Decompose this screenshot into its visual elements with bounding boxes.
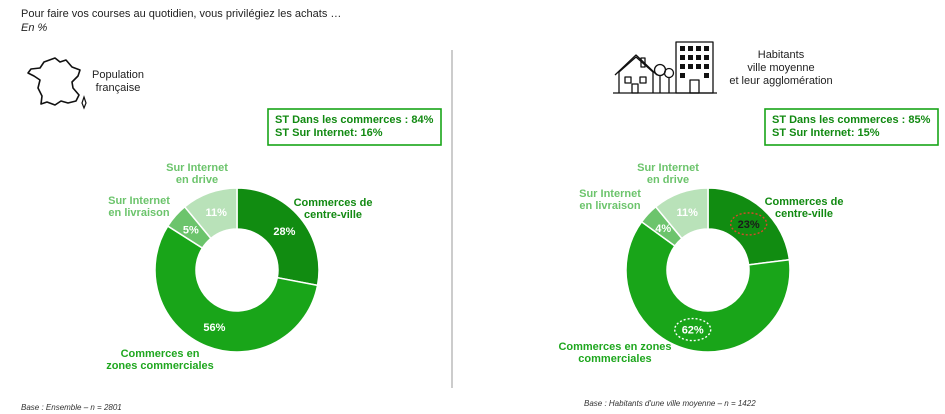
summary-box — [267, 108, 442, 146]
slice-label-internet-drive: en drive — [647, 174, 689, 186]
panel-label: ville moyenne — [747, 62, 814, 74]
unit-label: En % — [21, 22, 48, 34]
slice-value-centre-ville: 23% — [738, 219, 760, 231]
summary-box — [764, 108, 939, 146]
city-buildings-icon — [613, 41, 717, 94]
slice-internet-drive — [183, 187, 238, 240]
slice-label-centre-ville: centre-ville — [304, 209, 362, 221]
slice-label-internet-livraison: en livraison — [108, 207, 169, 219]
panel-label: Habitants — [758, 49, 805, 61]
base-note: Base : Habitants d'une ville moyenne – n… — [584, 399, 756, 408]
slice-label-internet-drive: Sur Internet — [637, 162, 699, 174]
summary-line: ST Sur Internet: 16% — [275, 127, 383, 139]
slice-value-internet-drive: 11% — [205, 207, 227, 219]
slice-value-zones-commerciales: 56% — [203, 322, 225, 334]
panel-label: et leur agglomération — [729, 75, 832, 87]
slice-label-centre-ville: centre-ville — [775, 208, 833, 220]
slice-zones-commerciales — [625, 220, 791, 353]
slice-label-internet-livraison: Sur Internet — [579, 188, 641, 200]
france-map-icon — [27, 57, 87, 110]
base-note: Base : Ensemble – n = 2801 — [21, 403, 122, 412]
summary-line: ST Dans les commerces : 84% — [275, 114, 434, 126]
slice-label-centre-ville: Commerces de — [294, 197, 373, 209]
slice-label-centre-ville: Commerces de — [765, 196, 844, 208]
slice-value-centre-ville: 28% — [273, 226, 295, 238]
slice-value-zones-commerciales: 62% — [682, 325, 704, 337]
slice-label-internet-drive: Sur Internet — [166, 162, 228, 174]
slice-value-internet-livraison: 4% — [655, 223, 671, 235]
slice-label-zones-commerciales: Commerces en zones — [558, 341, 671, 353]
panel-label: française — [96, 82, 141, 94]
summary-line: ST Dans les commerces : 85% — [772, 114, 931, 126]
highlight-circle — [674, 317, 712, 342]
slice-centre-ville — [236, 187, 320, 287]
slice-label-zones-commerciales: Commerces en — [121, 348, 200, 360]
slice-label-zones-commerciales: zones commerciales — [106, 360, 214, 372]
slice-value-internet-livraison: 5% — [183, 224, 199, 236]
slice-label-internet-drive: en drive — [176, 174, 218, 186]
slice-value-internet-drive: 11% — [676, 207, 698, 219]
question-title: Pour faire vos courses au quotidien, vou… — [21, 8, 341, 20]
highlight-circle — [729, 212, 768, 236]
slice-label-zones-commerciales: commerciales — [578, 353, 651, 365]
slice-label-internet-livraison: en livraison — [579, 200, 640, 212]
panel-label: Population — [92, 69, 144, 81]
slice-label-internet-livraison: Sur Internet — [108, 195, 170, 207]
slice-zones-commerciales — [154, 225, 319, 353]
slice-internet-drive — [654, 187, 709, 240]
summary-line: ST Sur Internet: 15% — [772, 127, 880, 139]
